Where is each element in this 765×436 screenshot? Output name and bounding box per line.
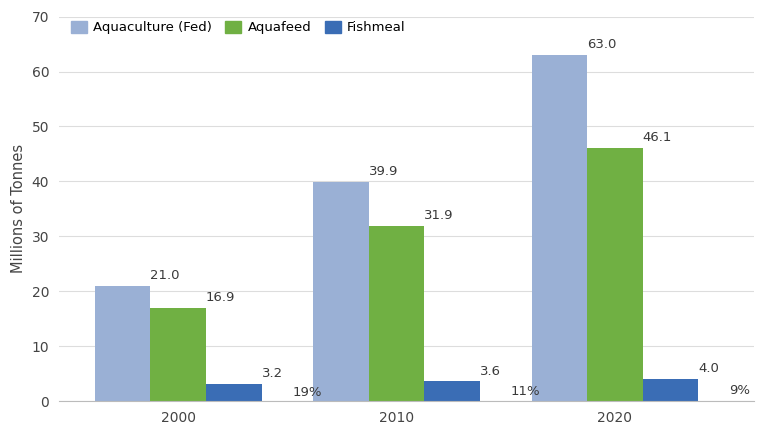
- Bar: [313, 182, 369, 401]
- Legend: Aquaculture (Fed), Aquafeed, Fishmeal: Aquaculture (Fed), Aquafeed, Fishmeal: [66, 16, 411, 40]
- Bar: [95, 286, 151, 401]
- Text: 39.9: 39.9: [369, 165, 398, 178]
- Text: 63.0: 63.0: [587, 38, 617, 51]
- Bar: [369, 226, 425, 401]
- Y-axis label: Millions of Tonnes: Millions of Tonnes: [11, 144, 26, 273]
- Text: 4.0: 4.0: [698, 362, 719, 375]
- Bar: [151, 308, 206, 401]
- Text: 16.9: 16.9: [206, 292, 236, 304]
- Text: 3.2: 3.2: [262, 367, 282, 380]
- Bar: [587, 148, 643, 401]
- Bar: [643, 379, 698, 401]
- Text: 31.9: 31.9: [425, 209, 454, 222]
- Text: 19%: 19%: [292, 386, 321, 399]
- Bar: [532, 55, 587, 401]
- Text: 11%: 11%: [510, 385, 540, 398]
- Bar: [425, 382, 480, 401]
- Text: 21.0: 21.0: [151, 269, 180, 282]
- Bar: [206, 384, 262, 401]
- Text: 46.1: 46.1: [643, 131, 672, 144]
- Text: 3.6: 3.6: [480, 364, 501, 378]
- Text: 9%: 9%: [729, 384, 750, 397]
